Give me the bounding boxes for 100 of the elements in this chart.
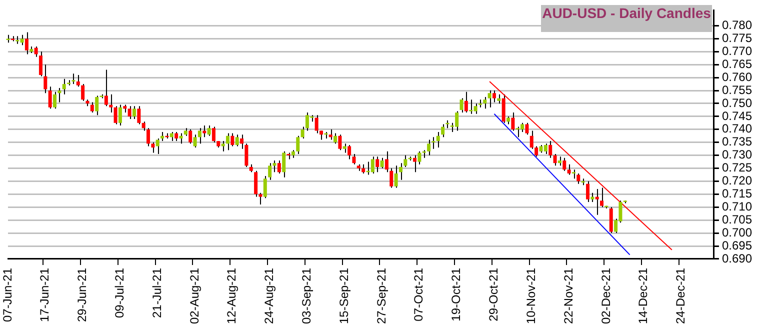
x-tick-label: 27-Sep-21 — [374, 268, 388, 324]
candlestick — [174, 131, 178, 142]
chart-title: AUD-USD - Daily Candles — [541, 5, 712, 32]
candlestick — [342, 143, 346, 154]
candlestick — [576, 172, 580, 184]
candlestick — [488, 90, 492, 108]
x-tick-label: 07-Jun-21 — [0, 268, 14, 322]
y-tick-label: 0.775 — [722, 31, 752, 46]
y-tick-label: 0.735 — [722, 134, 752, 149]
x-tick-label: 17-Jun-21 — [38, 268, 52, 322]
candlestick — [226, 132, 230, 151]
y-tick-label: 0.745 — [722, 108, 752, 123]
candlestick — [188, 128, 192, 144]
candlestick — [572, 169, 576, 180]
x-tick-label: 07-Oct-21 — [412, 268, 426, 322]
candlestick — [207, 125, 211, 136]
candlestick — [137, 106, 141, 125]
candlestick — [600, 187, 604, 208]
candlestick — [558, 156, 562, 166]
candlestick — [460, 98, 464, 114]
candlestick — [296, 135, 300, 155]
candlestick — [511, 112, 515, 132]
candlestick — [492, 90, 496, 103]
candlestick — [553, 154, 557, 166]
x-tick-label: 02-Dec-21 — [598, 268, 613, 324]
x-tick-label: 21-Jul-21 — [150, 268, 164, 318]
candlestick — [109, 94, 113, 114]
candlestick — [277, 160, 281, 174]
candlestick — [160, 131, 164, 142]
candlestick — [151, 142, 155, 154]
y-tick-label: 0.695 — [722, 238, 752, 252]
candlestick — [128, 106, 132, 120]
candlestick — [254, 170, 258, 198]
candlestick — [376, 156, 380, 173]
y-tick-label: 0.760 — [722, 70, 752, 84]
candlestick — [202, 125, 206, 138]
candlestick — [282, 150, 286, 178]
candlestick — [34, 46, 38, 58]
y-tick-label: 0.690 — [722, 251, 752, 266]
candlestick — [193, 134, 197, 148]
candlestick — [348, 144, 352, 160]
candlestick — [436, 131, 440, 148]
y-tick-label: 0.710 — [722, 199, 752, 214]
y-tick-label: 0.740 — [722, 122, 752, 136]
x-tick-label: 24-Dec-21 — [674, 268, 688, 324]
candlestick — [380, 157, 384, 169]
y-tick-label: 0.705 — [722, 212, 752, 226]
candlestick — [268, 162, 272, 180]
x-tick-label: 19-Oct-21 — [449, 268, 464, 322]
x-tick-label: 10-Nov-21 — [524, 268, 538, 324]
candlestick — [586, 180, 590, 202]
candlestick — [95, 95, 99, 116]
candlestick — [334, 132, 338, 144]
candlestick — [76, 74, 80, 88]
candlestick — [338, 134, 342, 151]
candlestick — [502, 94, 506, 124]
x-tick-label: 03-Sep-21 — [300, 268, 314, 324]
x-tick-label: 24-Aug-21 — [262, 268, 276, 324]
candlestick — [104, 69, 108, 107]
candlestick — [394, 165, 398, 188]
candlestick — [562, 157, 566, 172]
candlestick — [179, 132, 183, 144]
candlestick — [230, 132, 234, 147]
y-tick-label: 0.780 — [722, 18, 752, 32]
candlestick — [198, 128, 202, 144]
y-tick-label: 0.770 — [722, 44, 752, 58]
candlestick — [413, 154, 417, 173]
candlestick — [72, 73, 76, 85]
candlestick — [114, 106, 118, 125]
y-tick-label: 0.720 — [722, 174, 752, 188]
candlestick — [90, 102, 94, 114]
x-tick-label: 02-Aug-21 — [187, 268, 202, 324]
candlestick — [221, 140, 225, 152]
candlestick — [497, 94, 501, 104]
y-tick-label: 0.750 — [722, 96, 752, 110]
candlestick — [38, 51, 42, 77]
candlestick — [595, 188, 599, 216]
candlestick — [609, 206, 613, 234]
x-tick-label: 29-Oct-21 — [486, 268, 501, 322]
y-tick-label: 0.700 — [722, 225, 752, 240]
candlestick — [235, 134, 239, 147]
y-tick-label: 0.730 — [722, 148, 752, 162]
candlestick — [427, 139, 431, 156]
candlestick — [81, 84, 85, 102]
candlestick — [62, 78, 66, 95]
candlestick — [118, 104, 122, 126]
y-tick-label: 0.725 — [722, 160, 752, 175]
candlestick — [48, 86, 52, 110]
y-tick-label: 0.765 — [722, 56, 752, 71]
x-tick-label: 14-Dec-21 — [636, 268, 650, 324]
x-tick-label: 09-Jul-21 — [112, 268, 127, 318]
x-tick-label: 15-Sep-21 — [336, 268, 351, 324]
candlestick — [441, 124, 445, 138]
candlestick — [156, 138, 160, 155]
candlestick — [525, 122, 529, 136]
candlestick — [352, 154, 356, 165]
x-tick-label: 12-Aug-21 — [224, 268, 239, 324]
y-tick-label: 0.715 — [722, 186, 752, 200]
candlestick — [132, 106, 136, 120]
candlestick — [464, 91, 468, 114]
